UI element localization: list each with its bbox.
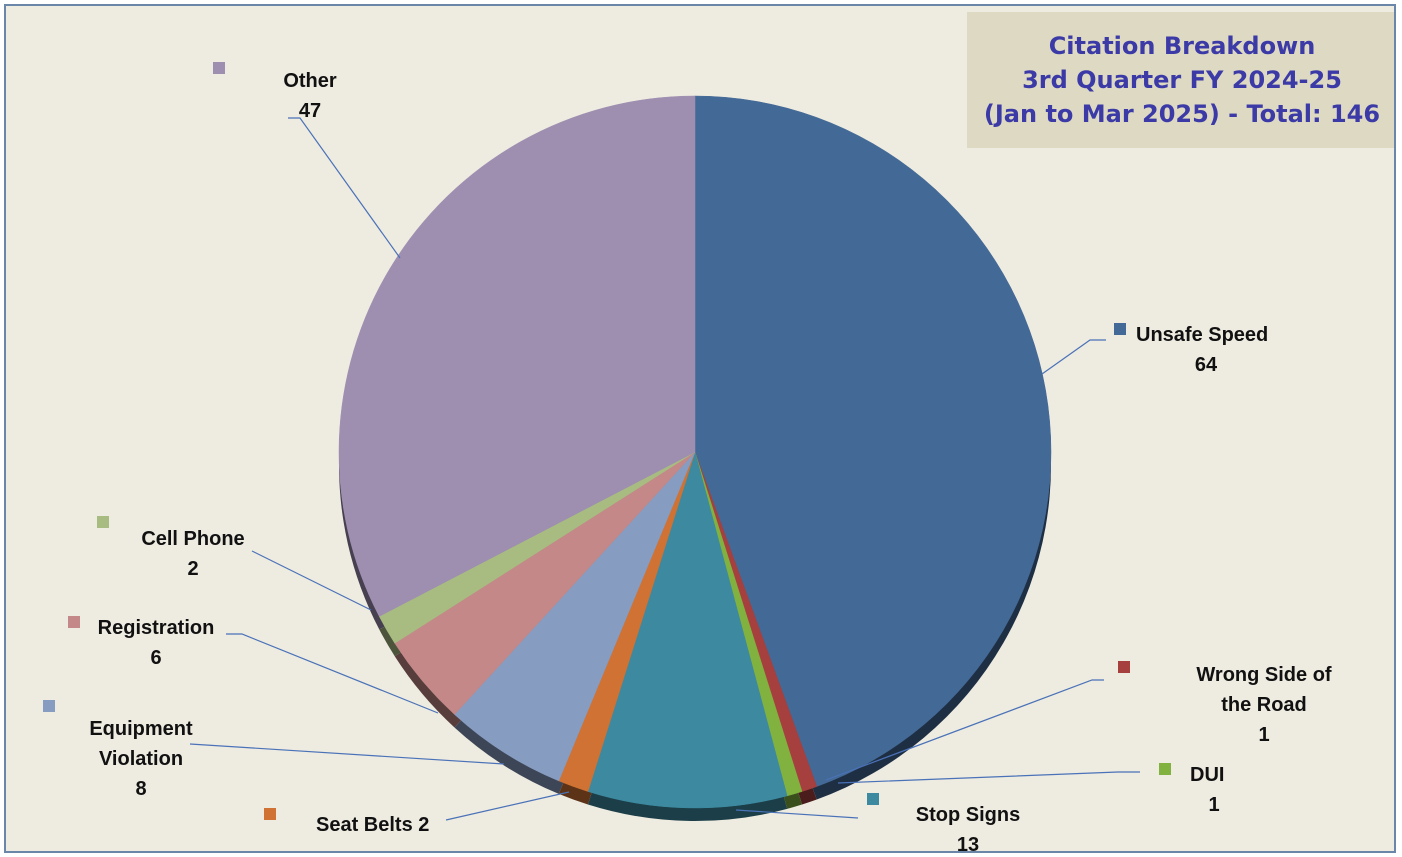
data-label-cell-phone: 2 xyxy=(187,558,198,580)
data-label-equipment-violation: Violation xyxy=(99,748,183,770)
data-label-other: Other xyxy=(283,70,337,92)
leader-line-dui xyxy=(837,771,1140,784)
label-marker-stop-signs xyxy=(867,793,879,805)
data-label-wrong-side-of-the-road: Wrong Side of xyxy=(1196,664,1332,686)
data-label-unsafe-speed: Unsafe Speed xyxy=(1136,324,1268,346)
data-label-stop-signs: 13 xyxy=(957,834,979,853)
label-marker-wrong-side-of-the-road xyxy=(1118,661,1130,673)
slice-stop-signs xyxy=(587,451,788,809)
data-label-registration: Registration xyxy=(98,617,215,639)
leader-line-unsafe-speed xyxy=(1041,339,1106,375)
data-label-dui: 1 xyxy=(1208,794,1219,816)
leader-line-seat-belts xyxy=(445,791,570,821)
leader-line-equipment-violation xyxy=(189,743,505,765)
chart-title-line-3: (Jan to Mar 2025) - Total: 146 xyxy=(983,100,1381,128)
leader-line-stop-signs xyxy=(735,809,859,819)
label-marker-cell-phone xyxy=(97,516,109,528)
leader-line-other xyxy=(288,117,401,259)
label-marker-seat-belts xyxy=(264,808,276,820)
label-marker-unsafe-speed xyxy=(1114,323,1126,335)
pie-chart: Unsafe Speed 64 Wrong Side of the Road 1 DUI 1… xyxy=(43,62,1332,853)
leader-line-cell-phone xyxy=(251,550,372,611)
chart-title-line-2: 3rd Quarter FY 2024-25 xyxy=(1022,66,1342,94)
leader-line-registration xyxy=(226,633,439,714)
data-label-equipment-violation: Equipment xyxy=(89,718,193,740)
data-label-dui: DUI xyxy=(1190,764,1224,786)
label-marker-registration xyxy=(68,616,80,628)
leader-line-wrong-side-of-the-road xyxy=(825,679,1104,781)
data-label-stop-signs: Stop Signs xyxy=(916,804,1020,826)
data-label-registration: 6 xyxy=(150,647,161,669)
data-label-cell-phone: Cell Phone xyxy=(141,528,244,550)
data-label-other: 47 xyxy=(299,100,321,122)
label-marker-other xyxy=(213,62,225,74)
label-marker-dui xyxy=(1159,763,1171,775)
data-label-equipment-violation: 8 xyxy=(135,778,146,800)
slice-unsafe-speed xyxy=(694,95,1052,787)
chart-title-box: Citation Breakdown 3rd Quarter FY 2024-2… xyxy=(967,12,1394,148)
chart-area: Unsafe Speed 64 Wrong Side of the Road 1 DUI 1… xyxy=(4,4,1396,853)
chart-title-line-1: Citation Breakdown xyxy=(1048,32,1316,60)
data-label-unsafe-speed: 64 xyxy=(1195,354,1218,376)
data-label-wrong-side-of-the-road: the Road xyxy=(1221,694,1307,716)
label-marker-equipment-violation xyxy=(43,700,55,712)
data-label-wrong-side-of-the-road: 1 xyxy=(1258,724,1269,746)
data-label-seat-belts: Seat Belts 2 xyxy=(316,814,429,836)
slice-other xyxy=(338,95,696,617)
